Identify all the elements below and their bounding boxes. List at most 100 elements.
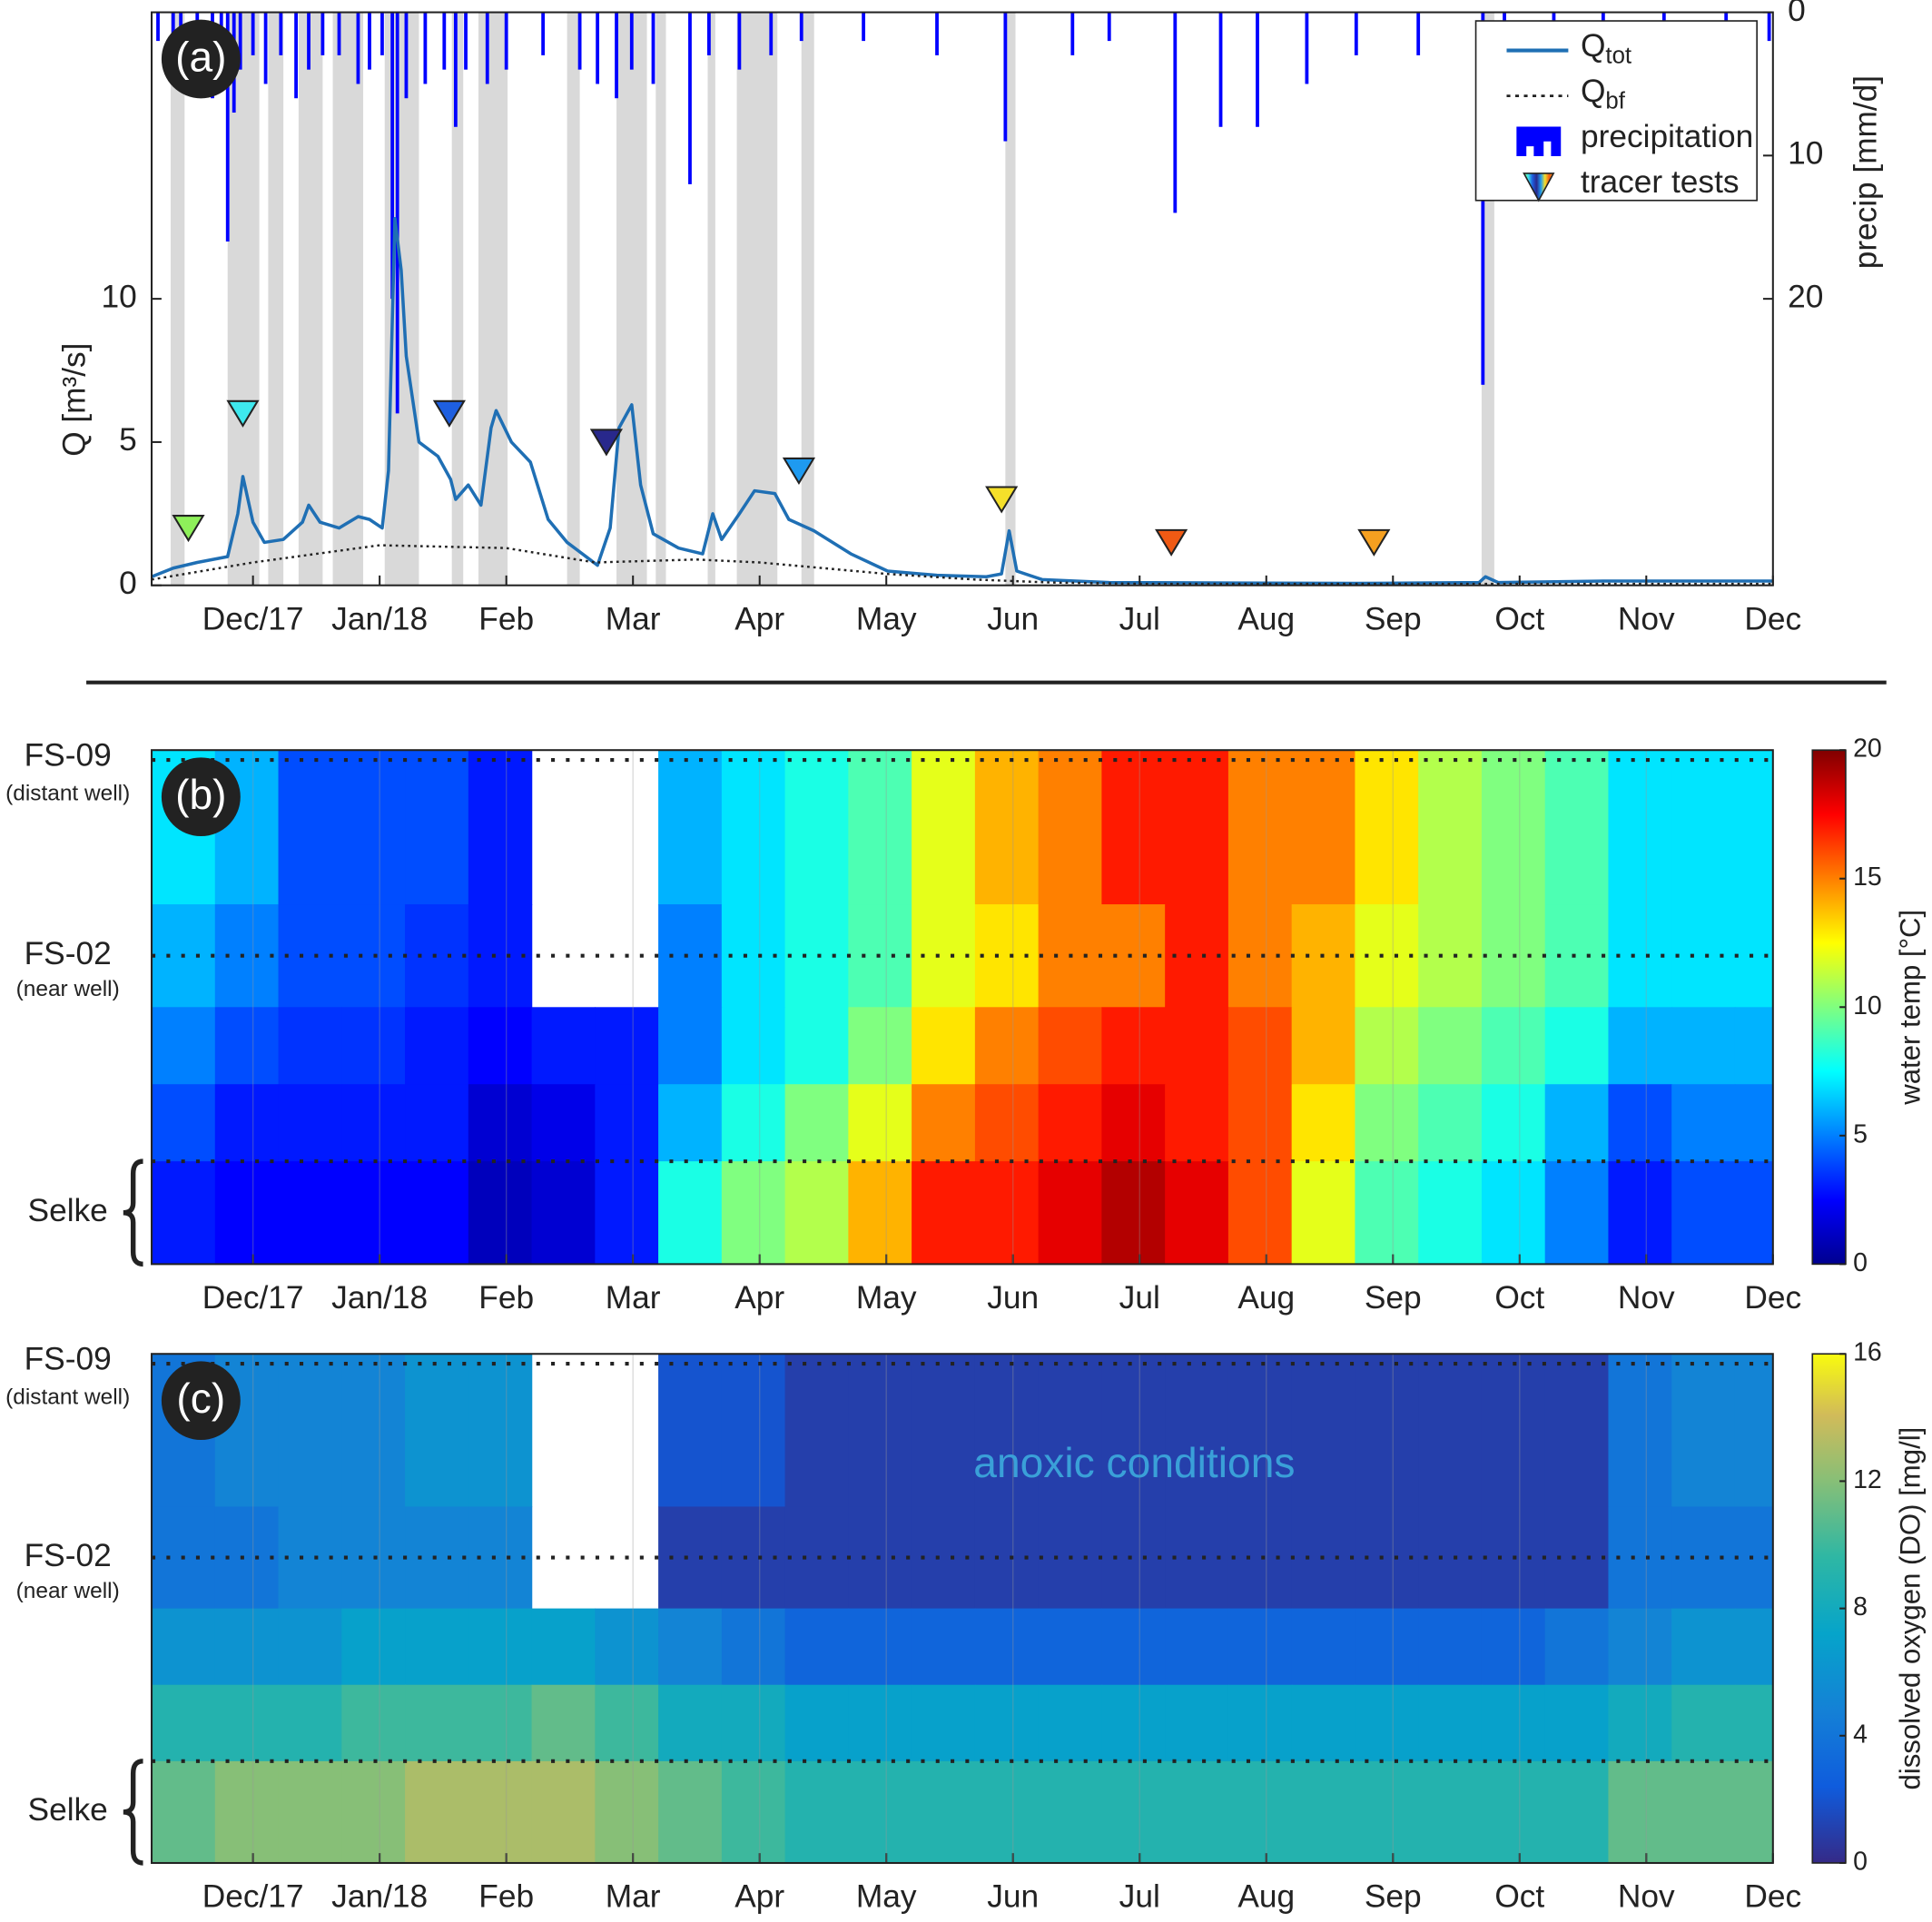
heat-cell (1101, 1084, 1166, 1162)
precip-bar (577, 12, 582, 70)
heat-cell (848, 1007, 912, 1085)
panel-label: (c) (176, 1375, 225, 1422)
heat-cell (278, 1608, 342, 1686)
heat-cell (1671, 1354, 1736, 1508)
row-note: (near well) (16, 1579, 120, 1603)
legend-label: tracer tests (1581, 165, 1740, 201)
precip-bar (629, 12, 634, 70)
heat-cell (1291, 1084, 1356, 1162)
heat-cell (1671, 904, 1736, 1008)
heat-cell (974, 1354, 1040, 1508)
legend-subscript: tot (1605, 43, 1631, 68)
heat-cell (1544, 1161, 1610, 1266)
shaded-period (801, 12, 814, 586)
x-tick-label: Oct (1494, 1280, 1544, 1316)
axes-frame (151, 749, 1774, 1266)
heat-cell (1038, 1684, 1103, 1762)
x-tick-label: Jul (1119, 1879, 1160, 1915)
x-tick-label: Jul (1119, 601, 1160, 636)
heat-cell (595, 1684, 659, 1762)
precip-bar (225, 12, 230, 242)
heat-cell (595, 1084, 659, 1162)
brace (123, 1759, 143, 1866)
heat-cell (1227, 1608, 1293, 1686)
heat-cell (152, 1084, 216, 1162)
heat-cell (341, 1760, 406, 1864)
heat-cell (1101, 1161, 1166, 1266)
precip-bar (1354, 12, 1358, 55)
heat-cell (531, 1007, 596, 1085)
shaded-period (332, 12, 364, 586)
heat-cell (531, 1084, 596, 1162)
x-tick-label: Nov (1618, 1280, 1675, 1316)
heat-cell (214, 1684, 280, 1762)
heat-cell (974, 1684, 1040, 1762)
heat-cell (341, 1007, 406, 1085)
heat-cell (1038, 1354, 1103, 1508)
heat-cell (974, 904, 1040, 1008)
precip-bar (238, 12, 242, 70)
heat-cell (1355, 1084, 1419, 1162)
heat-cell (1101, 1506, 1166, 1610)
x-tick-label: Jan/18 (331, 1879, 428, 1915)
heat-cell (152, 1760, 216, 1864)
heat-cell (278, 1084, 342, 1162)
heat-cell (1101, 1354, 1166, 1508)
x-tick-label: Nov (1618, 1879, 1675, 1915)
panel-label: (b) (175, 771, 226, 818)
heat-cell (1544, 750, 1610, 905)
heat-cell (1038, 1760, 1103, 1864)
colorbar-tick-label: 4 (1853, 1720, 1868, 1749)
heat-cell (721, 1007, 786, 1085)
colorbar-tick-label: 16 (1853, 1338, 1882, 1367)
heat-cell (1544, 1506, 1610, 1610)
precip-bar (368, 12, 371, 70)
x-tick-label: Dec/17 (202, 1879, 304, 1915)
heat-cell (1671, 1161, 1736, 1266)
y2-axis-label: precip [mm/d] (1848, 75, 1884, 269)
heat-cell (1481, 1684, 1546, 1762)
precip-bar (263, 12, 268, 84)
heat-cell (1165, 1608, 1229, 1686)
legend-icon (1523, 172, 1555, 202)
x-tick-label: Dec (1744, 1879, 1801, 1915)
heat-cell (152, 1007, 216, 1085)
heat-cell (214, 1608, 280, 1686)
heat-cell (848, 750, 912, 905)
heat-cell (152, 1608, 216, 1686)
heat-cell (1291, 750, 1356, 905)
heat-cell (784, 1354, 850, 1508)
precip-bar (251, 12, 255, 55)
precip-bar (1767, 12, 1771, 42)
heat-cell (1418, 1760, 1483, 1864)
heat-cell (1355, 1760, 1419, 1864)
heat-cell (1227, 1084, 1293, 1162)
brace (123, 1158, 143, 1267)
precip-bar (935, 12, 939, 55)
heat-cell (1038, 1084, 1103, 1162)
legend-subscript: bf (1605, 88, 1625, 113)
row-label: FS-09 (25, 1342, 112, 1377)
heat-cell (1101, 1760, 1166, 1864)
heat-cell (341, 1608, 406, 1686)
heat-cell (1671, 1084, 1736, 1162)
heat-cell (1734, 1007, 1774, 1085)
heat-cell (848, 1760, 912, 1864)
heat-cell (1418, 904, 1483, 1008)
tracer-marker (226, 399, 260, 428)
heat-cell (1291, 1354, 1356, 1508)
shaded-period (170, 12, 185, 586)
heat-cell (1165, 1760, 1229, 1864)
shaded-period (451, 12, 464, 586)
heat-cell (1227, 1684, 1293, 1762)
heat-cell (595, 1161, 659, 1266)
heat-cell (405, 1608, 469, 1686)
heat-cell (214, 1760, 280, 1864)
heat-cell (1227, 750, 1293, 905)
row-label: FS-02 (25, 936, 112, 971)
colorbar-label: dissolved oxygen (DO) [mg/l] (1894, 1427, 1926, 1790)
heat-cell (1544, 1760, 1610, 1864)
colorbar-tick-label: 0 (1853, 1848, 1868, 1877)
precip-bar (1305, 12, 1309, 84)
precip-bar (596, 12, 600, 84)
